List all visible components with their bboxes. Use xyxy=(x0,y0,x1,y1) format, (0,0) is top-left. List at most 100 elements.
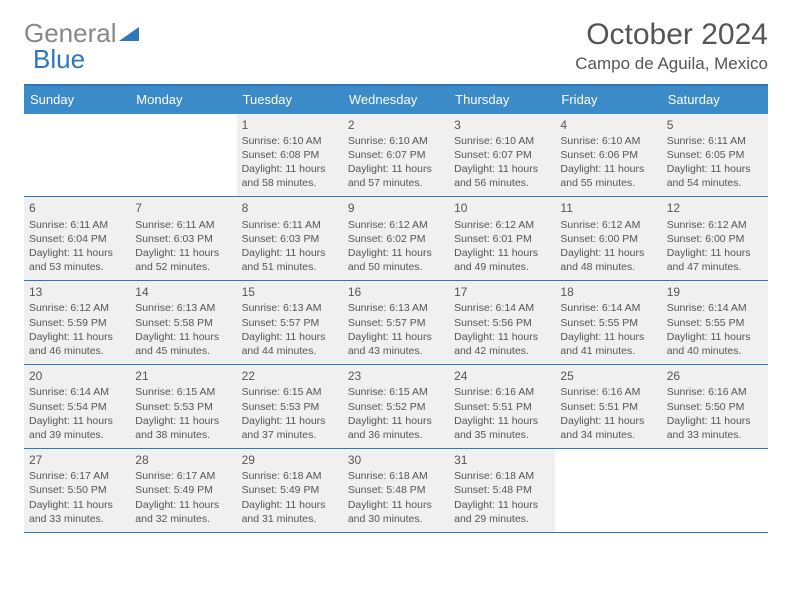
sunset-text: Sunset: 5:58 PM xyxy=(135,316,231,330)
weekday-header: Sunday xyxy=(24,86,130,114)
calendar-day-cell: 5Sunrise: 6:11 AMSunset: 6:05 PMDaylight… xyxy=(662,114,768,197)
sunset-text: Sunset: 6:03 PM xyxy=(242,232,338,246)
daylight-text: Daylight: 11 hours and 49 minutes. xyxy=(454,246,550,274)
calendar-day-cell: 2Sunrise: 6:10 AMSunset: 6:07 PMDaylight… xyxy=(343,114,449,197)
day-number: 10 xyxy=(454,200,550,216)
sunset-text: Sunset: 6:01 PM xyxy=(454,232,550,246)
calendar-day-cell: 18Sunrise: 6:14 AMSunset: 5:55 PMDayligh… xyxy=(555,281,661,364)
daylight-text: Daylight: 11 hours and 56 minutes. xyxy=(454,162,550,190)
sunrise-text: Sunrise: 6:17 AM xyxy=(29,469,125,483)
sunset-text: Sunset: 5:52 PM xyxy=(348,400,444,414)
calendar-day-cell: 1Sunrise: 6:10 AMSunset: 6:08 PMDaylight… xyxy=(237,114,343,197)
day-number: 24 xyxy=(454,368,550,384)
sunset-text: Sunset: 5:48 PM xyxy=(348,483,444,497)
calendar-day-cell: 10 Sunrise: 6:12 AMSunset: 6:01 PMDayligh… xyxy=(449,197,555,280)
weekday-header: Friday xyxy=(555,86,661,114)
sunset-text: Sunset: 6:04 PM xyxy=(29,232,125,246)
sunset-text: Sunset: 5:53 PM xyxy=(242,400,338,414)
sunset-text: Sunset: 5:49 PM xyxy=(135,483,231,497)
day-number: 5 xyxy=(667,117,763,133)
daylight-text: Daylight: 11 hours and 48 minutes. xyxy=(560,246,656,274)
sunset-text: Sunset: 6:07 PM xyxy=(454,148,550,162)
day-number: 31 xyxy=(454,452,550,468)
daylight-text: Daylight: 11 hours and 53 minutes. xyxy=(29,246,125,274)
sunset-text: Sunset: 6:07 PM xyxy=(348,148,444,162)
sunset-text: Sunset: 5:51 PM xyxy=(560,400,656,414)
daylight-text: Daylight: 11 hours and 35 minutes. xyxy=(454,414,550,442)
daylight-text: Daylight: 11 hours and 30 minutes. xyxy=(348,498,444,526)
daylight-text: Daylight: 11 hours and 50 minutes. xyxy=(348,246,444,274)
sunrise-text: Sunrise: 6:10 AM xyxy=(348,134,444,148)
day-number: 3 xyxy=(454,117,550,133)
calendar-week-row: 6Sunrise: 6:11 AMSunset: 6:04 PMDaylight… xyxy=(24,197,768,281)
sunrise-text: Sunrise: 6:10 AM xyxy=(242,134,338,148)
sunrise-text: Sunrise: 6:14 AM xyxy=(454,301,550,315)
calendar-day-cell: 27Sunrise: 6:17 AMSunset: 5:50 PMDayligh… xyxy=(24,449,130,532)
sunset-text: Sunset: 5:56 PM xyxy=(454,316,550,330)
day-number: 20 xyxy=(29,368,125,384)
sunset-text: Sunset: 5:55 PM xyxy=(560,316,656,330)
calendar-day-cell: 19Sunrise: 6:14 AMSunset: 5:55 PMDayligh… xyxy=(662,281,768,364)
calendar-day-cell: 28Sunrise: 6:17 AMSunset: 5:49 PMDayligh… xyxy=(130,449,236,532)
sunrise-text: Sunrise: 6:13 AM xyxy=(348,301,444,315)
sunrise-text: Sunrise: 6:10 AM xyxy=(454,134,550,148)
sunset-text: Sunset: 5:50 PM xyxy=(667,400,763,414)
calendar-empty-cell xyxy=(130,114,236,197)
calendar-day-cell: 20Sunrise: 6:14 AMSunset: 5:54 PMDayligh… xyxy=(24,365,130,448)
sunrise-text: Sunrise: 6:12 AM xyxy=(560,218,656,232)
day-number: 4 xyxy=(560,117,656,133)
day-number: 12 xyxy=(667,200,763,216)
day-number: 16 xyxy=(348,284,444,300)
sunset-text: Sunset: 5:57 PM xyxy=(242,316,338,330)
calendar-empty-cell xyxy=(24,114,130,197)
daylight-text: Daylight: 11 hours and 29 minutes. xyxy=(454,498,550,526)
daylight-text: Daylight: 11 hours and 34 minutes. xyxy=(560,414,656,442)
daylight-text: Daylight: 11 hours and 54 minutes. xyxy=(667,162,763,190)
sunset-text: Sunset: 5:51 PM xyxy=(454,400,550,414)
daylight-text: Daylight: 11 hours and 41 minutes. xyxy=(560,330,656,358)
daylight-text: Daylight: 11 hours and 31 minutes. xyxy=(242,498,338,526)
weekday-header: Monday xyxy=(130,86,236,114)
day-number: 1 xyxy=(242,117,338,133)
daylight-text: Daylight: 11 hours and 55 minutes. xyxy=(560,162,656,190)
sunrise-text: Sunrise: 6:13 AM xyxy=(135,301,231,315)
weekday-header-row: SundayMondayTuesdayWednesdayThursdayFrid… xyxy=(24,86,768,114)
calendar-week-row: 1Sunrise: 6:10 AMSunset: 6:08 PMDaylight… xyxy=(24,114,768,198)
daylight-text: Daylight: 11 hours and 33 minutes. xyxy=(667,414,763,442)
calendar-day-cell: 4Sunrise: 6:10 AMSunset: 6:06 PMDaylight… xyxy=(555,114,661,197)
day-number: 29 xyxy=(242,452,338,468)
sunrise-text: Sunrise: 6:18 AM xyxy=(348,469,444,483)
sunrise-text: Sunrise: 6:15 AM xyxy=(348,385,444,399)
calendar-day-cell: 6Sunrise: 6:11 AMSunset: 6:04 PMDaylight… xyxy=(24,197,130,280)
sunrise-text: Sunrise: 6:12 AM xyxy=(454,218,550,232)
sunrise-text: Sunrise: 6:14 AM xyxy=(560,301,656,315)
calendar-day-cell: 23Sunrise: 6:15 AMSunset: 5:52 PMDayligh… xyxy=(343,365,449,448)
calendar-day-cell: 25Sunrise: 6:16 AMSunset: 5:51 PMDayligh… xyxy=(555,365,661,448)
calendar-day-cell: 31Sunrise: 6:18 AMSunset: 5:48 PMDayligh… xyxy=(449,449,555,532)
calendar-week-row: 20Sunrise: 6:14 AMSunset: 5:54 PMDayligh… xyxy=(24,365,768,449)
daylight-text: Daylight: 11 hours and 33 minutes. xyxy=(29,498,125,526)
calendar-empty-cell xyxy=(662,449,768,532)
sunrise-text: Sunrise: 6:14 AM xyxy=(29,385,125,399)
day-number: 7 xyxy=(135,200,231,216)
daylight-text: Daylight: 11 hours and 40 minutes. xyxy=(667,330,763,358)
day-number: 26 xyxy=(667,368,763,384)
calendar-day-cell: 24Sunrise: 6:16 AMSunset: 5:51 PMDayligh… xyxy=(449,365,555,448)
daylight-text: Daylight: 11 hours and 43 minutes. xyxy=(348,330,444,358)
sunset-text: Sunset: 5:53 PM xyxy=(135,400,231,414)
weekday-header: Saturday xyxy=(662,86,768,114)
day-number: 13 xyxy=(29,284,125,300)
sunrise-text: Sunrise: 6:11 AM xyxy=(29,218,125,232)
weekday-header: Wednesday xyxy=(343,86,449,114)
day-number: 9 xyxy=(348,200,444,216)
daylight-text: Daylight: 11 hours and 47 minutes. xyxy=(667,246,763,274)
calendar-day-cell: 15Sunrise: 6:13 AMSunset: 5:57 PMDayligh… xyxy=(237,281,343,364)
day-number: 17 xyxy=(454,284,550,300)
sunset-text: Sunset: 5:48 PM xyxy=(454,483,550,497)
sunset-text: Sunset: 6:00 PM xyxy=(560,232,656,246)
sunrise-text: Sunrise: 6:15 AM xyxy=(242,385,338,399)
sunset-text: Sunset: 6:06 PM xyxy=(560,148,656,162)
sunrise-text: Sunrise: 6:10 AM xyxy=(560,134,656,148)
month-title: October 2024 xyxy=(575,18,768,52)
calendar-day-cell: 14Sunrise: 6:13 AMSunset: 5:58 PMDayligh… xyxy=(130,281,236,364)
